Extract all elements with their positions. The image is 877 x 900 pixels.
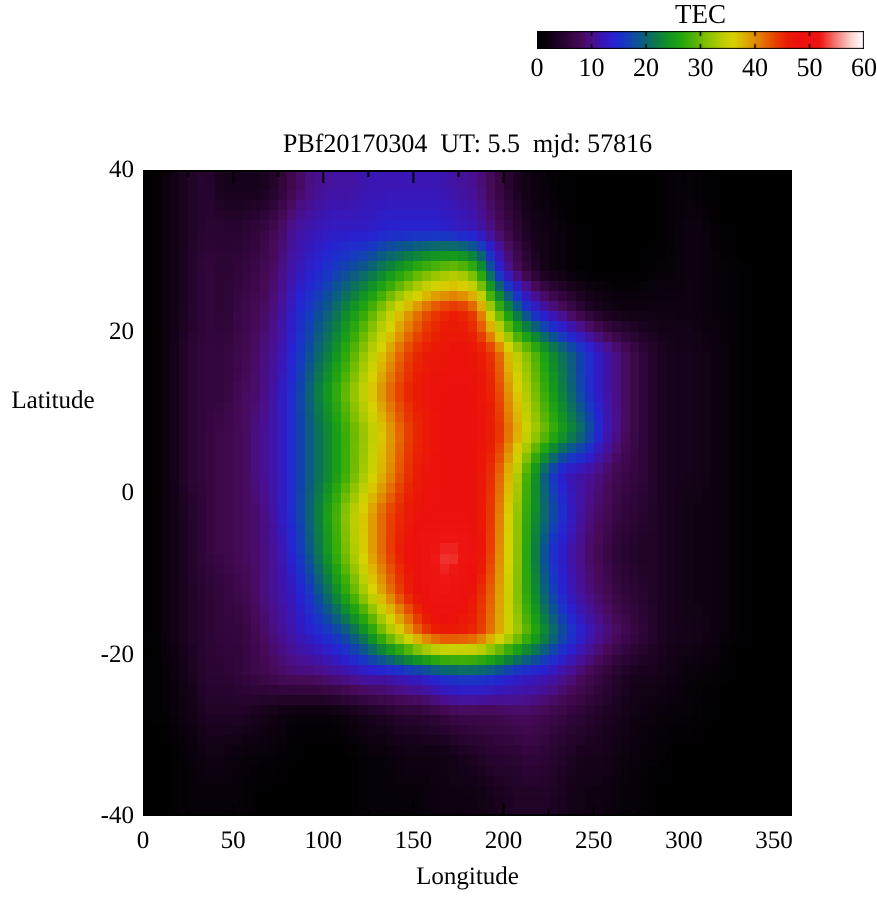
x-axis-tick-label: 100: [304, 827, 343, 854]
colorbar: [537, 31, 864, 49]
x-axis-tick-label: 50: [220, 827, 246, 854]
colorbar-tick-label: 20: [633, 53, 659, 82]
y-axis-tick-label: 20: [109, 317, 134, 345]
colorbar-tick-label: 30: [687, 53, 714, 82]
colorbar-tick-label: 0: [530, 53, 544, 82]
y-axis-title: Latitude: [11, 387, 95, 414]
heatmap-canvas: [143, 170, 792, 816]
plot-area: [143, 170, 792, 816]
colorbar-tick-label: 10: [578, 53, 605, 82]
y-axis-tick-label: -20: [100, 640, 134, 668]
x-axis-tick-label: 150: [394, 827, 433, 854]
x-axis-tick-label: 350: [755, 827, 793, 854]
colorbar-tick-label: 60: [851, 53, 877, 82]
colorbar-title: TEC: [675, 0, 726, 29]
x-axis-tick-label: 250: [574, 827, 613, 854]
colorbar-tick-label: 40: [742, 53, 768, 82]
y-axis-tick-label: 0: [121, 479, 135, 506]
x-axis-tick-label: 200: [484, 827, 523, 854]
x-axis-tick-label: 300: [665, 827, 703, 854]
y-axis-tick-label: 40: [109, 156, 134, 183]
y-axis-tick-label: -40: [100, 802, 134, 829]
colorbar-tick-label: 50: [796, 53, 823, 82]
chart-title: PBf20170304 UT: 5.5 mjd: 57816: [282, 129, 653, 158]
x-axis-title: Longitude: [416, 863, 519, 890]
colorbar-gradient: [537, 31, 864, 49]
x-axis-tick-label: 0: [136, 827, 150, 854]
